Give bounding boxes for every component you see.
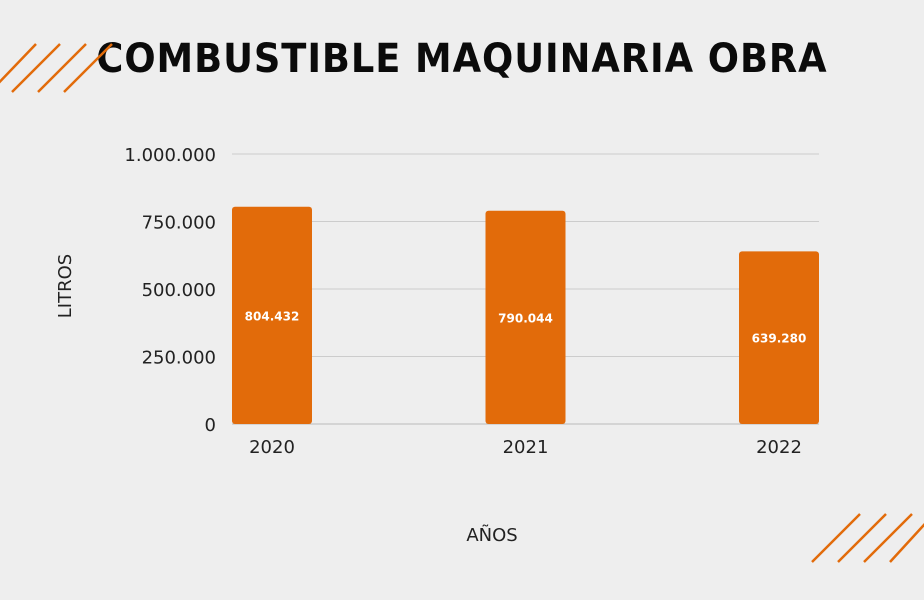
- y-tick-labels: 0 250.000 500.000 750.000 1.000.000: [124, 145, 216, 436]
- y-tick-label: 750.000: [142, 213, 216, 234]
- bars: 804.432 790.044 639.280: [232, 206, 819, 424]
- decorative-stripes-top-left: [0, 43, 113, 93]
- x-axis-label: AÑOS: [466, 524, 517, 546]
- x-tick-label: 2022: [756, 437, 802, 458]
- bar-2020: [232, 206, 312, 424]
- y-tick-label: 0: [205, 415, 216, 436]
- y-tick-label: 250.000: [142, 348, 216, 369]
- y-tick-label: 1.000.000: [124, 145, 216, 166]
- bar-value-label: 639.280: [752, 332, 807, 346]
- bar-value-label: 790.044: [498, 311, 553, 325]
- y-axis-label: LITROS: [55, 254, 76, 318]
- y-tick-label: 500.000: [142, 280, 216, 301]
- x-tick-label: 2020: [249, 437, 295, 458]
- x-tick-labels: 2020 2021 2022: [249, 437, 802, 458]
- bar-2021: [485, 210, 566, 424]
- bar-2022: [739, 251, 819, 424]
- bar-value-label: 804.432: [245, 309, 300, 323]
- decorative-stripes-bottom-right: [811, 513, 924, 563]
- x-tick-label: 2021: [503, 437, 549, 458]
- chart-title: COMBUSTIBLE MAQUINARIA OBRA: [96, 36, 828, 82]
